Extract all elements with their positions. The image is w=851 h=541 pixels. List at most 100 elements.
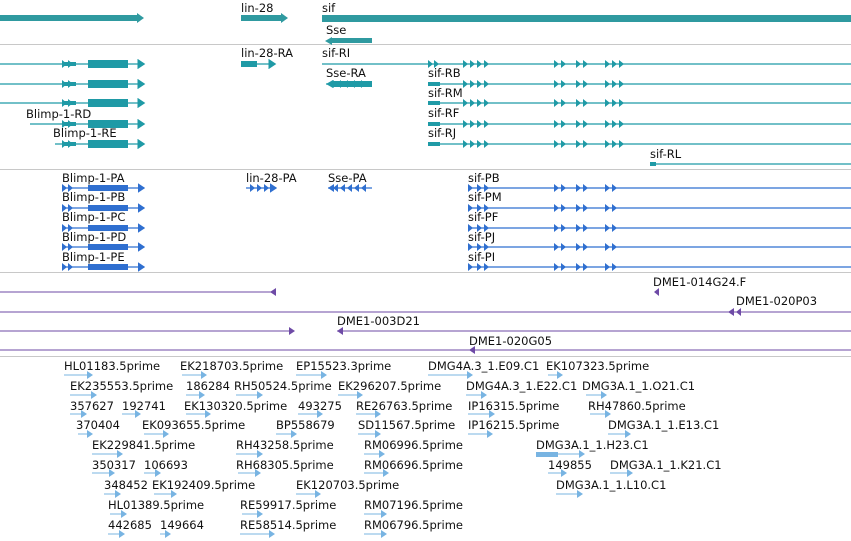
clone-feature[interactable]: DME1-003D21 <box>0 314 851 335</box>
cds-feature[interactable]: sif-PM <box>468 190 851 209</box>
est-feature[interactable]: BP558679 <box>276 418 335 438</box>
est-feature[interactable]: 186284 <box>186 379 230 399</box>
clone-track: DME1-014G24.F DME1-020P03 DME1-003D21 DM… <box>0 275 851 354</box>
cds-label: Blimp-1-PE <box>62 250 125 264</box>
est-feature[interactable]: IP16215.5prime <box>468 418 559 438</box>
transcript-feature[interactable]: sif-RF <box>428 106 851 126</box>
est-feature[interactable]: RH68305.5prime <box>236 458 334 477</box>
transcript-track: Blimp-1-RD Blimp-1-RE lin-28-RA Sse-RA s… <box>0 46 851 166</box>
clone-feature[interactable]: DME1-020G05 <box>0 334 851 354</box>
est-feature[interactable]: 370404 <box>76 418 120 438</box>
cds-label: sif-PJ <box>468 230 495 244</box>
est-feature[interactable]: RM06696.5prime <box>364 458 463 477</box>
est-feature[interactable]: EK120703.5prime <box>296 478 399 498</box>
track-dividers <box>0 44 851 357</box>
est-feature[interactable]: RE26763.5prime <box>356 399 452 418</box>
clone-feature[interactable]: DME1-020P03 <box>0 294 851 316</box>
est-feature[interactable]: 348452 <box>104 478 148 498</box>
transcript-feature[interactable]: Blimp-1-RD <box>26 107 146 130</box>
gene-label: lin-28 <box>241 1 273 15</box>
est-feature[interactable]: 493275 <box>298 399 342 418</box>
est-feature[interactable]: DMG3A.1_1.K21.C1 <box>610 458 722 477</box>
cds-feature[interactable]: sif-PF <box>468 210 851 229</box>
est-feature[interactable]: 442685 <box>108 518 152 538</box>
cds-label: Blimp-1-PA <box>62 171 125 185</box>
est-feature[interactable]: DMG3A.1_1.L10.C1 <box>556 478 666 498</box>
gene-feature[interactable]: sif <box>322 1 851 22</box>
transcript-feature[interactable]: sif-RL <box>650 147 851 166</box>
cds-feature[interactable]: Blimp-1-PB <box>62 190 146 213</box>
transcript-feature[interactable]: sif-RB <box>428 66 851 86</box>
cds-feature[interactable]: lin-28-PA <box>246 171 297 193</box>
cds-label: Sse-PA <box>328 171 367 185</box>
est-feature[interactable]: 149664 <box>160 518 204 538</box>
transcript-label: sif-RF <box>428 106 459 120</box>
est-feature[interactable]: 350317 <box>92 458 136 477</box>
clone-label: DME1-014G24.F <box>653 275 746 289</box>
est-feature[interactable]: HL01183.5prime <box>64 359 160 379</box>
est-feature[interactable]: EK130320.5prime <box>184 399 287 418</box>
gene-feature[interactable]: Sse <box>325 23 372 45</box>
gene-track: lin-28 sif Sse <box>0 1 851 45</box>
est-feature[interactable]: RH43258.5prime <box>236 438 334 458</box>
est-label: 149855 <box>548 458 592 472</box>
est-feature[interactable]: DMG3A.1_1.E13.C1 <box>608 418 719 438</box>
transcript-feature[interactable]: sif-RI <box>322 46 851 65</box>
cds-feature[interactable]: sif-PI <box>468 250 851 268</box>
est-feature[interactable]: 106693 <box>144 458 188 477</box>
est-feature[interactable]: EK296207.5prime <box>338 379 441 399</box>
est-feature[interactable]: EK093655.5prime <box>142 418 245 438</box>
est-feature[interactable]: 192741 <box>122 399 166 418</box>
est-feature[interactable]: RM06996.5prime <box>364 438 463 458</box>
transcript-feature[interactable]: Blimp-1-RE <box>53 126 146 150</box>
est-feature[interactable]: DMG3A.1_1.H23.C1 <box>536 438 649 458</box>
gene-feature[interactable] <box>0 13 144 23</box>
cds-track: Blimp-1-PA Blimp-1-PB Blimp-1-PC Blimp-1… <box>62 171 851 272</box>
est-feature[interactable]: 149855 <box>548 458 592 477</box>
est-feature[interactable]: EP15523.3prime <box>296 359 391 379</box>
est-feature[interactable]: EK229841.5prime <box>92 438 195 458</box>
cds-feature[interactable]: Blimp-1-PE <box>62 250 146 272</box>
est-label: 357627 <box>70 399 114 413</box>
est-feature[interactable]: EK192409.5prime <box>152 478 255 498</box>
cds-feature[interactable]: Blimp-1-PD <box>62 230 146 252</box>
est-label: BP558679 <box>276 418 335 432</box>
est-label: DMG3A.1_1.O21.C1 <box>582 379 695 393</box>
transcript-feature[interactable]: lin-28-RA <box>241 46 293 70</box>
est-feature[interactable]: RH50524.5prime <box>234 379 332 399</box>
est-feature[interactable]: RE58514.5prime <box>240 518 336 538</box>
cds-feature[interactable]: Blimp-1-PC <box>62 210 146 233</box>
transcript-feature[interactable]: sif-RM <box>428 86 851 105</box>
est-feature[interactable]: EK218703.5prime <box>180 359 283 379</box>
cds-feature[interactable]: sif-PB <box>468 171 851 189</box>
est-feature[interactable]: RE59917.5prime <box>240 498 336 518</box>
est-label: EK235553.5prime <box>70 379 173 393</box>
cds-feature[interactable]: sif-PJ <box>468 230 851 248</box>
est-feature[interactable]: 357627 <box>70 399 114 418</box>
est-feature[interactable]: DMG4A.3_1.E22.C1 <box>466 379 577 399</box>
est-feature[interactable]: IP16315.5prime <box>468 399 559 418</box>
est-feature[interactable]: RM06796.5prime <box>364 518 463 538</box>
gene-label: sif <box>322 1 336 15</box>
est-label: EK130320.5prime <box>184 399 287 413</box>
est-feature[interactable]: EK107323.5prime <box>546 359 649 379</box>
cds-label: lin-28-PA <box>246 171 297 185</box>
clone-feature[interactable] <box>0 288 276 296</box>
gene-feature[interactable]: lin-28 <box>241 1 288 23</box>
est-label: RH47860.5prime <box>588 399 686 413</box>
est-label: EK218703.5prime <box>180 359 283 373</box>
est-feature[interactable]: RM07196.5prime <box>364 498 463 518</box>
est-feature[interactable]: DMG4A.3_1.E09.C1 <box>428 359 539 379</box>
est-feature[interactable]: DMG3A.1_1.O21.C1 <box>582 379 695 399</box>
transcript-feature[interactable]: sif-RJ <box>428 126 851 146</box>
est-label: RH68305.5prime <box>236 458 334 472</box>
est-label: EK107323.5prime <box>546 359 649 373</box>
est-feature[interactable]: SD11567.5prime <box>358 418 455 438</box>
est-label: RM07196.5prime <box>364 498 463 512</box>
est-feature[interactable]: HL01389.5prime <box>108 498 204 518</box>
est-feature[interactable]: EK235553.5prime <box>70 379 173 399</box>
clone-feature[interactable]: DME1-014G24.F <box>653 275 746 296</box>
cds-feature[interactable]: Blimp-1-PA <box>62 171 146 193</box>
est-feature[interactable]: RH47860.5prime <box>588 399 686 418</box>
transcript-label: Blimp-1-RD <box>26 107 91 121</box>
